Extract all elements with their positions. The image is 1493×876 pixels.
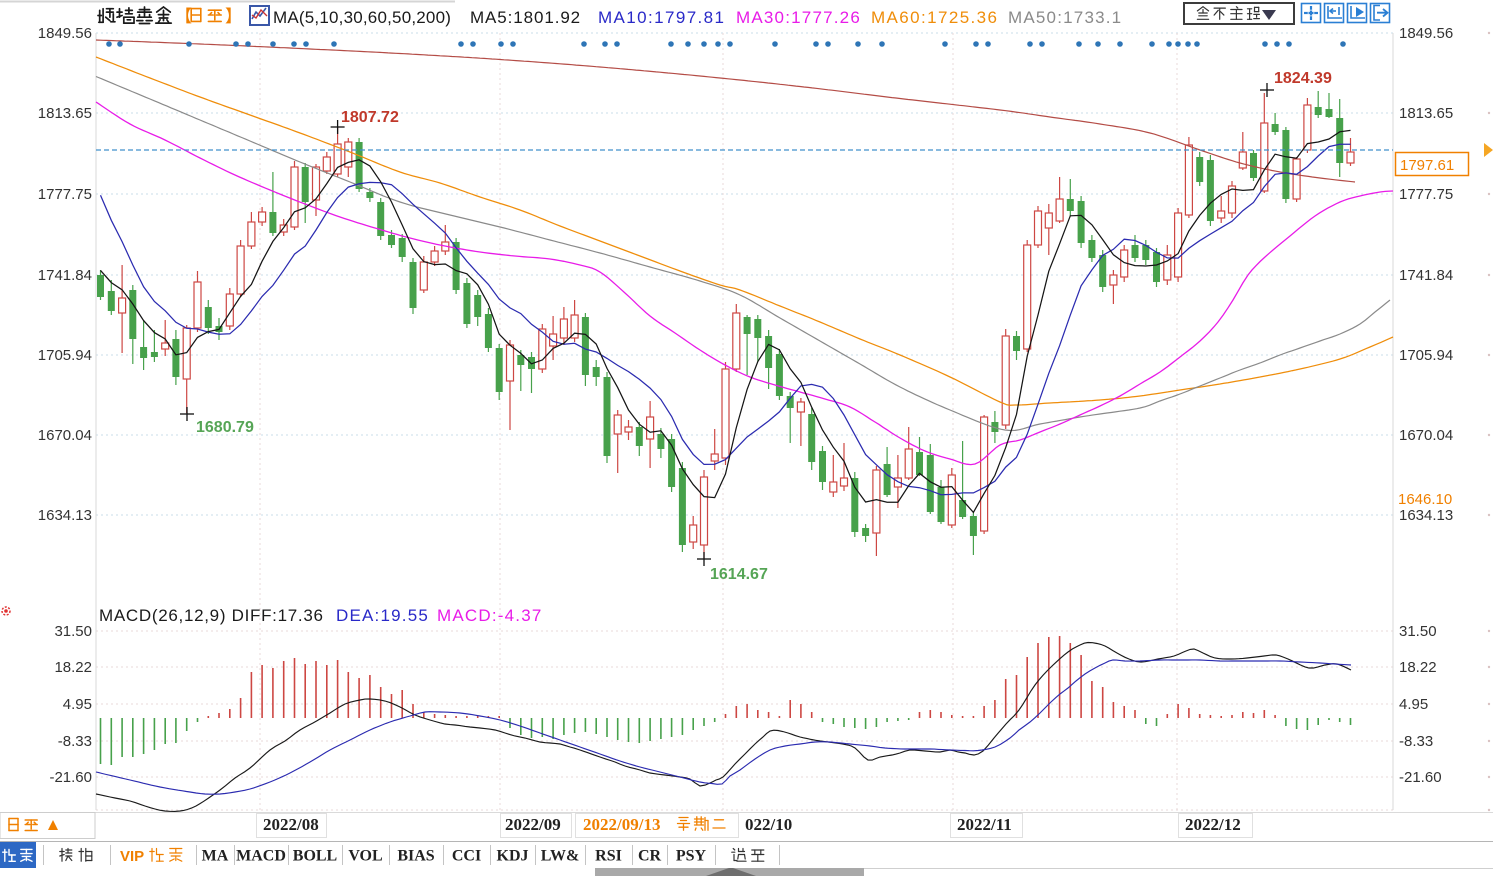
svg-text:RSI: RSI <box>595 848 622 865</box>
svg-text:18.22: 18.22 <box>1399 659 1437 676</box>
svg-text:【: 【 <box>175 7 192 26</box>
svg-text:MACD: MACD <box>236 848 286 865</box>
svg-text:DEA:19.55: DEA:19.55 <box>336 606 429 625</box>
svg-text:1777.75: 1777.75 <box>38 186 92 203</box>
svg-text:1670.04: 1670.04 <box>1399 427 1453 444</box>
svg-text:1824.39: 1824.39 <box>1274 70 1332 87</box>
svg-text:2022/11: 2022/11 <box>957 815 1012 834</box>
svg-text:MACD:-4.37: MACD:-4.37 <box>437 606 543 625</box>
svg-text:31.50: 31.50 <box>54 623 92 640</box>
svg-text:MA60:1725.36: MA60:1725.36 <box>871 8 998 27</box>
svg-text:2022/09/13: 2022/09/13 <box>583 815 660 834</box>
svg-text:1849.56: 1849.56 <box>1399 25 1453 42</box>
svg-text:1813.65: 1813.65 <box>38 105 92 122</box>
svg-text:1634.13: 1634.13 <box>38 507 92 524</box>
svg-text:18.22: 18.22 <box>54 659 92 676</box>
svg-text:MA: MA <box>202 848 229 865</box>
svg-text:VOL: VOL <box>348 848 382 865</box>
svg-text:KDJ: KDJ <box>497 848 529 865</box>
svg-text:31.50: 31.50 <box>1399 623 1437 640</box>
svg-text:1705.94: 1705.94 <box>1399 347 1453 364</box>
svg-text:MA(5,10,30,60,50,200): MA(5,10,30,60,50,200) <box>273 8 451 27</box>
svg-text:1741.84: 1741.84 <box>1399 267 1453 284</box>
svg-text:2022/12: 2022/12 <box>1185 815 1241 834</box>
svg-text:1680.79: 1680.79 <box>196 419 254 436</box>
svg-text:MACD(26,12,9) DIFF:17.36: MACD(26,12,9) DIFF:17.36 <box>99 606 324 625</box>
svg-text:-8.33: -8.33 <box>58 733 92 750</box>
svg-text:1741.84: 1741.84 <box>38 267 92 284</box>
svg-text:MA10:1797.81: MA10:1797.81 <box>598 8 725 27</box>
svg-text:MA30:1777.26: MA30:1777.26 <box>736 8 861 27</box>
svg-text:VIP: VIP <box>120 848 144 865</box>
svg-text:2022/08: 2022/08 <box>263 815 319 834</box>
svg-text:1777.75: 1777.75 <box>1399 186 1453 203</box>
svg-text:1670.04: 1670.04 <box>38 427 92 444</box>
svg-text:LW&: LW& <box>541 848 580 865</box>
svg-text:CR: CR <box>638 848 662 865</box>
svg-text:-8.33: -8.33 <box>1399 733 1433 750</box>
svg-text:1646.10: 1646.10 <box>1398 491 1452 508</box>
svg-text:1807.72: 1807.72 <box>341 109 399 126</box>
svg-text:1849.56: 1849.56 <box>38 25 92 42</box>
svg-text:】: 】 <box>225 7 242 26</box>
svg-text:1634.13: 1634.13 <box>1399 507 1453 524</box>
svg-text:1813.65: 1813.65 <box>1399 105 1453 122</box>
svg-text:PSY: PSY <box>676 848 707 865</box>
svg-text:MA5:1801.92: MA5:1801.92 <box>470 8 581 27</box>
svg-text:4.95: 4.95 <box>63 696 92 713</box>
svg-text:1797.61: 1797.61 <box>1400 157 1454 174</box>
svg-text:-21.60: -21.60 <box>49 769 92 786</box>
svg-text:1705.94: 1705.94 <box>38 347 92 364</box>
svg-text:-21.60: -21.60 <box>1399 769 1442 786</box>
svg-text:4.95: 4.95 <box>1399 696 1428 713</box>
svg-text:BIAS: BIAS <box>397 848 434 865</box>
svg-text:CCI: CCI <box>452 848 481 865</box>
svg-text:2022/09: 2022/09 <box>505 815 561 834</box>
svg-text:BOLL: BOLL <box>293 848 337 865</box>
svg-text:022/10: 022/10 <box>745 815 792 834</box>
svg-text:1614.67: 1614.67 <box>710 566 768 583</box>
svg-text:MA50:1733.1: MA50:1733.1 <box>1008 8 1122 27</box>
